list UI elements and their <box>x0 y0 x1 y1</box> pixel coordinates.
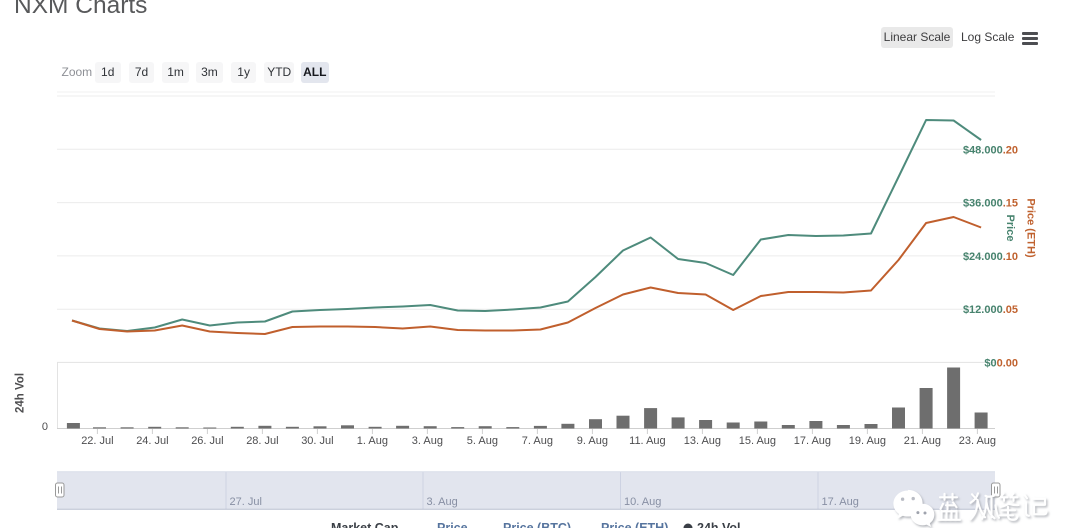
svg-text:3. Aug: 3. Aug <box>412 435 443 447</box>
svg-text:1. Aug: 1. Aug <box>357 435 388 447</box>
svg-text:30. Jul: 30. Jul <box>301 435 333 447</box>
svg-text:24. Jul: 24. Jul <box>136 435 168 447</box>
svg-text:$36.000.15: $36.000.15 <box>963 198 1018 210</box>
svg-text:24h Vol: 24h Vol <box>697 521 741 528</box>
svg-text:13. Aug: 13. Aug <box>684 435 721 447</box>
svg-text:7. Aug: 7. Aug <box>522 435 553 447</box>
svg-text:Price (ETH): Price (ETH) <box>1025 198 1037 258</box>
svg-text:Price: Price <box>437 521 468 528</box>
svg-text:3. Aug: 3. Aug <box>427 496 458 508</box>
svg-text:Price (BTC): Price (BTC) <box>503 521 571 528</box>
svg-text:21. Aug: 21. Aug <box>904 435 941 447</box>
svg-text:0: 0 <box>42 421 48 433</box>
svg-text:17. Aug: 17. Aug <box>794 435 831 447</box>
svg-text:27. Jul: 27. Jul <box>230 496 262 508</box>
svg-text:$48.000.20: $48.000.20 <box>963 144 1018 156</box>
svg-text:15. Aug: 15. Aug <box>739 435 776 447</box>
svg-text:24h Vol: 24h Vol <box>15 373 27 413</box>
svg-text:17. Aug: 17. Aug <box>822 496 859 508</box>
svg-text:Market Cap: Market Cap <box>331 521 399 528</box>
svg-text:Price (ETH): Price (ETH) <box>601 521 668 528</box>
svg-text:22. Jul: 22. Jul <box>81 435 113 447</box>
svg-text:Price: Price <box>1004 215 1016 242</box>
svg-text:$00.00: $00.00 <box>984 358 1018 370</box>
svg-text:9. Aug: 9. Aug <box>577 435 608 447</box>
svg-text:10. Aug: 10. Aug <box>624 496 661 508</box>
svg-text:11. Aug: 11. Aug <box>629 435 666 447</box>
svg-text:$12.000.05: $12.000.05 <box>963 304 1018 316</box>
svg-text:28. Jul: 28. Jul <box>246 435 278 447</box>
svg-text:19. Aug: 19. Aug <box>849 435 886 447</box>
svg-text:5. Aug: 5. Aug <box>467 435 498 447</box>
svg-text:26. Jul: 26. Jul <box>191 435 223 447</box>
svg-text:23. Aug: 23. Aug <box>959 435 996 447</box>
svg-text:$24.000.10: $24.000.10 <box>963 251 1018 263</box>
